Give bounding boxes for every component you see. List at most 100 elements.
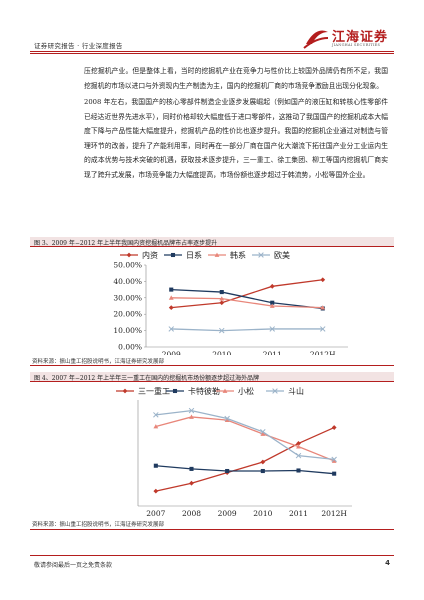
x-tick-label: 2012H [321,509,347,518]
data-point [331,456,337,463]
footer-divider [30,555,394,556]
data-point [224,417,230,423]
data-point [270,300,275,305]
figure3-source-divider [30,365,394,366]
legend-item: 欧美 [252,250,290,260]
page-number: 4 [385,559,390,567]
series-line [171,328,323,332]
x-tick-label: 2011 [289,509,308,518]
data-point [295,452,302,459]
data-point [169,287,174,292]
y-tick-label: 20.00% [113,310,142,319]
data-point [296,441,301,446]
data-point [269,303,275,308]
report-type-header: 证券研究报告 · 行业深度报告 [34,42,123,50]
legend-label: 日系 [186,250,202,260]
data-point [320,305,326,310]
x-tick-label: 2009 [218,509,237,518]
legend-label: 韩系 [230,250,246,260]
figure3-title: 图 3、2009 年−2012 年上半年我国内资挖掘机品牌市占率逐步提升 [34,240,218,247]
data-point [331,425,337,430]
x-tick-label: 2010 [212,350,231,355]
legend-label: 内资 [142,250,158,260]
legend-item: 小松 [216,386,254,396]
data-point [269,283,275,289]
data-point [153,424,159,429]
brand-logo: 江海证券 JIANGHAI SECURITIES [302,24,394,54]
data-point [319,326,326,332]
y-tick-label: 40.00% [113,277,142,286]
y-tick-label: 30.00% [113,293,142,302]
figure4-source-divider [30,529,394,530]
data-point [219,300,225,306]
figure3-title-bar: 图 3、2009 年−2012 年上半年我国内资挖掘机品牌市占率逐步提升 [30,237,394,247]
header-divider [30,51,394,52]
data-point [189,480,194,486]
x-tick-label: 2009 [162,350,181,355]
legend-item: 韩系 [208,250,246,260]
legend-label: 斗山 [288,386,304,396]
y-tick-label: 0.00% [118,343,142,352]
data-point [219,296,225,301]
x-tick-label: 2008 [182,509,201,518]
brand-name: 江海证券 [332,30,389,45]
x-tick-label: 2010 [253,509,272,518]
data-point [153,412,159,418]
legend-marker [258,252,264,258]
y-tick-label: 50.00% [113,261,142,270]
y-tick-label: 10.00% [113,326,142,335]
brand-subtitle: JIANGHAI SECURITIES [332,43,381,47]
figure4-title: 图 4、2007 年−2012 年上半年三一重工在国内的挖掘机市场份额逐步超过海… [34,375,260,382]
legend-label: 三一重工 [138,386,170,396]
figure4-title-bar: 图 4、2007 年−2012 年上半年三一重工在国内的挖掘机市场份额逐步超过海… [30,372,394,382]
data-point [168,305,174,311]
legend-marker [172,388,178,394]
legend-marker [126,252,132,258]
data-point [189,414,194,419]
figure3-line-chart: 内资 日系 韩系 欧美 0.00% 10.00% 20.00% 30.00% 40.00% 50.… [113,250,348,355]
figure3-source: 资料来源：振山重工招股说明书，江海证券研究发展部 [32,359,165,365]
series-line [171,288,323,310]
legend-item: 斗山 [266,386,304,396]
data-point [296,468,301,473]
x-tick-label: 2011 [263,350,282,355]
footer-disclaimer: 敬请参阅最后一页之免责条款 [34,562,113,569]
data-point [188,407,195,414]
x-tick-label: 2007 [146,509,165,518]
paragraph-2008: 2008 年左右，我国国产的核心零部件制造企业逐步发展崛起（例如国产的液压缸和转… [84,98,388,179]
data-point [153,488,159,494]
legend-item: 卡特彼勒 [166,386,220,396]
legend-marker [122,388,128,394]
data-point [260,459,266,465]
data-point [332,471,337,476]
figure4-source: 资料来源：振山重工招股说明书，江海证券研究发展部 [32,522,165,528]
data-point [225,468,230,474]
data-point [296,444,301,449]
legend-marker [170,252,176,258]
data-point [260,431,266,436]
header-divider-thin [30,53,394,54]
legend-item: 日系 [164,250,202,260]
brand-emblem-icon [303,30,329,49]
data-point [218,327,225,334]
series-line [155,409,335,461]
series-line [155,465,335,475]
data-point [260,429,266,435]
paragraph-intro: 压挖掘机产业。但是整体上看，当时的挖掘机产业在竞争力与性价比上较国外品牌仍有所不… [84,67,388,90]
legend-label: 小松 [238,386,254,396]
legend-marker [214,252,220,257]
x-tick-label: 2012H [310,350,336,355]
legend-label: 卡特彼勒 [188,386,220,396]
legend-label: 欧美 [274,250,290,260]
data-point [189,466,194,471]
data-point [269,326,276,332]
series-line [171,279,323,309]
figure4-line-chart: 三一重工 卡特彼勒 小松 斗山 2007 2008 2009 2010 2011 2012H [116,386,352,518]
data-point [168,295,174,300]
legend-item: 内资 [120,250,158,260]
series-line [155,426,335,492]
data-point [320,277,326,283]
series-line [171,297,323,309]
legend-item: 三一重工 [116,386,170,396]
series-line [155,416,335,462]
